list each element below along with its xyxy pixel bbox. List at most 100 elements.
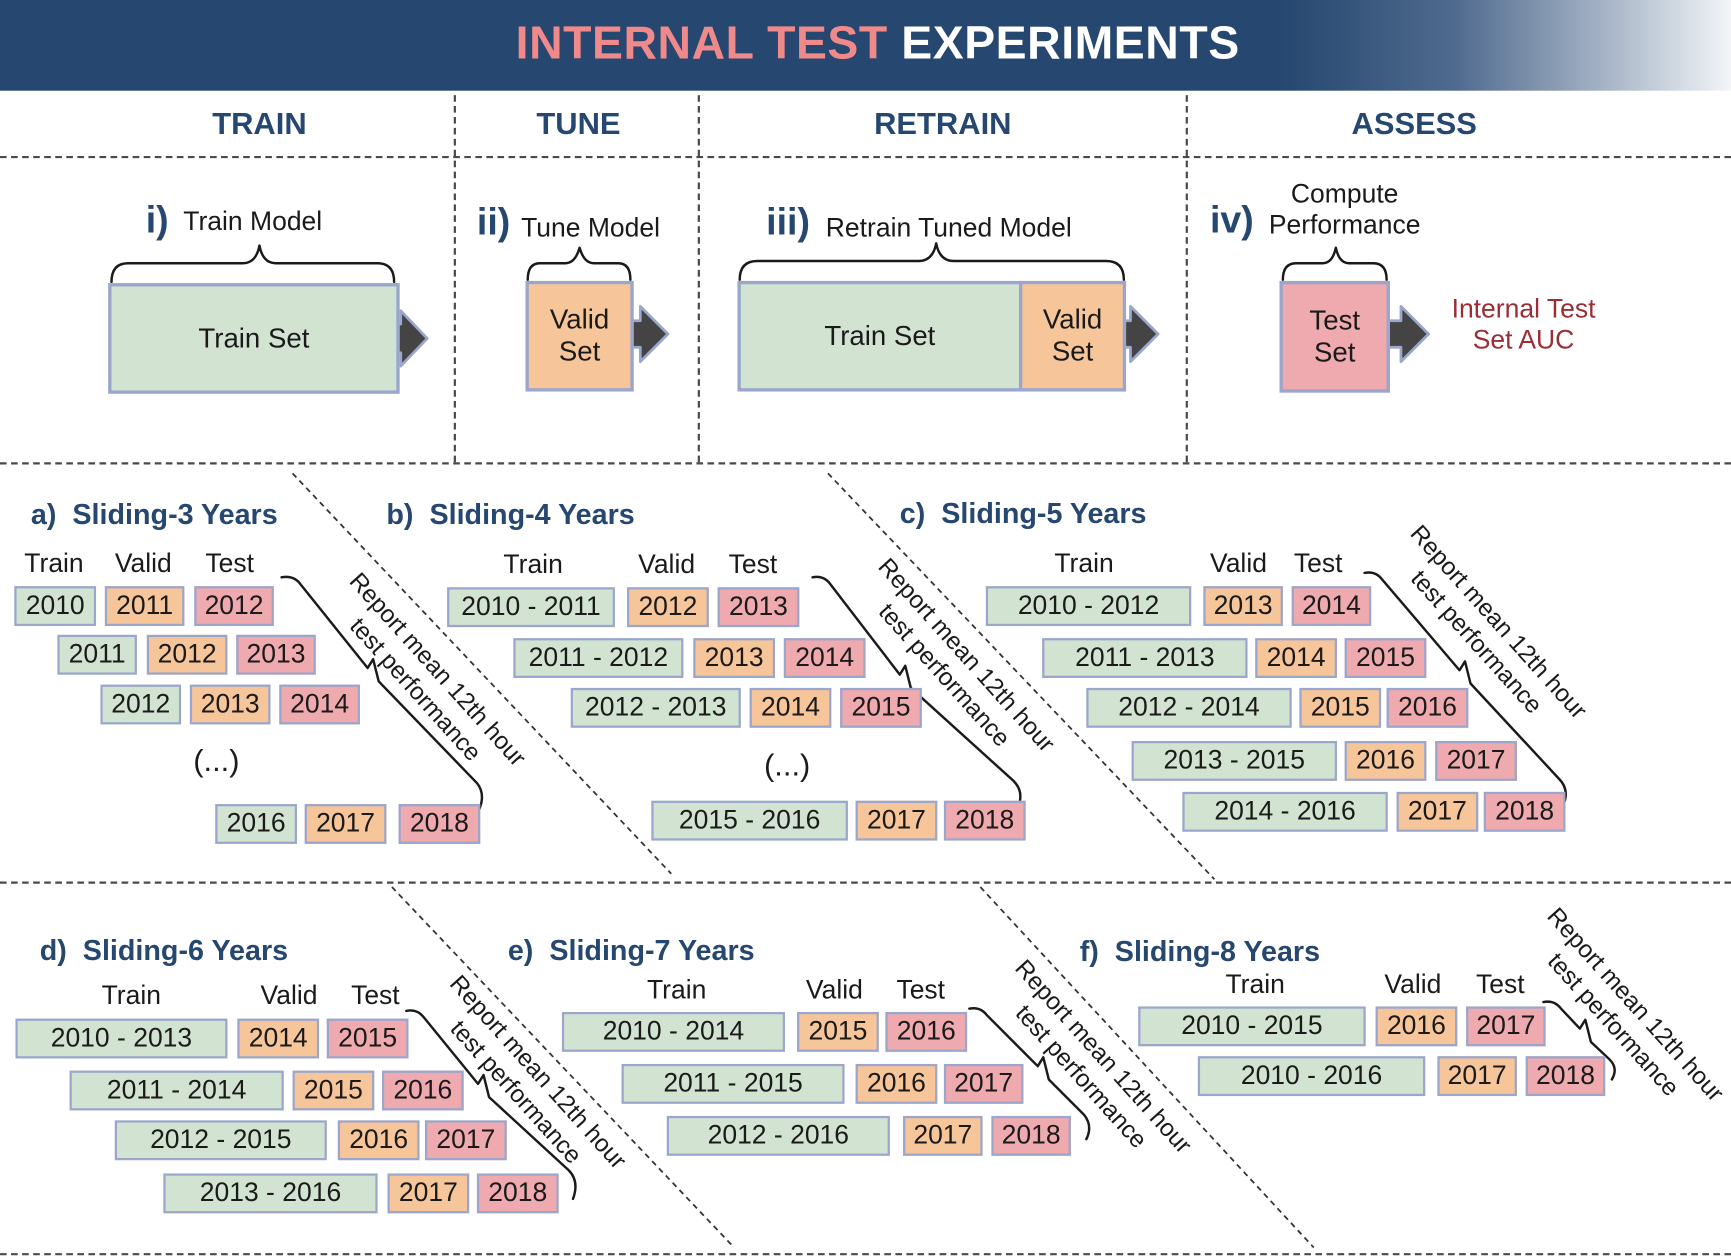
experiment-letter-b: b) — [386, 497, 414, 531]
title-rest: EXPERIMENTS — [901, 16, 1240, 69]
report-brace-a — [280, 575, 484, 811]
col-header-valid: Valid — [1209, 548, 1267, 579]
ellipsis-b: (...) — [763, 747, 811, 782]
box-train-set: Train Set — [108, 283, 400, 394]
divider-ef — [979, 886, 1315, 1249]
step-label-compute-performance: Compute Performance — [1268, 179, 1421, 241]
divider-bc — [827, 472, 1216, 880]
col-header-test: Test — [351, 981, 400, 1011]
col-header-valid: Valid — [260, 981, 318, 1011]
cell-test: 2013 — [236, 634, 316, 675]
separator-tune-retrain — [697, 95, 700, 463]
cell-valid: 2017 — [1437, 1056, 1517, 1097]
cell-train: 2010 - 2011 — [447, 587, 615, 628]
cell-train: 2010 - 2015 — [1138, 1006, 1366, 1047]
cell-valid: 2013 — [189, 684, 271, 725]
cell-valid: 2016 — [855, 1063, 938, 1104]
cell-test: 2015 — [1344, 638, 1427, 678]
cell-valid: 2017 — [1396, 791, 1479, 832]
separator-retrain-assess — [1185, 95, 1188, 463]
cell-train: 2014 - 2016 — [1182, 791, 1388, 832]
separator-workflow — [0, 462, 1731, 465]
experiment-name-e: Sliding-7 Years — [549, 933, 755, 967]
cell-test: 2018 — [943, 800, 1026, 841]
cell-valid: 2012 — [146, 634, 228, 675]
cell-test: 2018 — [991, 1115, 1071, 1156]
cell-train: 2011 - 2012 — [513, 638, 684, 678]
cell-valid: 2014 — [749, 687, 832, 728]
cell-test: 2012 — [194, 586, 274, 626]
title-highlight: INTERNAL TEST — [515, 16, 888, 69]
cell-train: 2012 — [100, 684, 182, 725]
experiment-name-f: Sliding-8 Years — [1114, 934, 1321, 968]
cell-test: 2015 — [326, 1018, 409, 1059]
cell-test: 2013 — [717, 587, 800, 628]
cell-train: 2013 - 2015 — [1131, 741, 1337, 781]
divider-ab — [291, 472, 672, 875]
cell-test: 2018 — [398, 804, 481, 844]
cell-valid: 2016 — [337, 1120, 420, 1161]
experiment-name-a: Sliding-3 Years — [72, 497, 278, 531]
cell-test: 2016 — [1386, 687, 1469, 728]
phase-assess: ASSESS — [1351, 106, 1477, 141]
cell-train: 2013 - 2016 — [163, 1173, 378, 1214]
cell-test: 2017 — [1466, 1006, 1546, 1047]
title-banner — [0, 0, 1731, 91]
cell-train: 2010 — [14, 586, 97, 626]
col-header-train: Train — [24, 548, 84, 579]
step-number-iv: iv) — [1209, 199, 1254, 242]
step-label-tune-model: Tune Model — [521, 213, 661, 244]
cell-valid: 2016 — [1344, 741, 1427, 781]
col-header-test: Test — [728, 549, 778, 580]
cell-train: 2012 - 2013 — [570, 687, 741, 728]
box-test-set: Test Set — [1279, 280, 1390, 393]
cell-test: 2014 — [1291, 586, 1372, 626]
cell-train: 2012 - 2016 — [666, 1115, 890, 1156]
experiment-title-b: b) Sliding-4 Years — [386, 498, 634, 532]
cell-test: 2018 — [1525, 1056, 1606, 1097]
step-number-iii: iii) — [766, 201, 810, 244]
experiment-letter-d: d) — [39, 933, 67, 967]
box-retrain-valid-set: Valid Set — [1018, 280, 1127, 392]
brace-train-model — [110, 244, 396, 284]
experiment-title-c: c) Sliding-5 Years — [900, 497, 1147, 531]
diagram-title: INTERNAL TEST EXPERIMENTS — [0, 0, 1731, 91]
experiment-letter-f: f) — [1079, 934, 1099, 968]
col-header-valid: Valid — [638, 549, 696, 580]
cell-test: 2016 — [381, 1070, 464, 1111]
cell-valid: 2014 — [237, 1018, 320, 1059]
cell-test: 2018 — [1483, 791, 1566, 832]
divider-de — [391, 886, 735, 1249]
cell-valid: 2015 — [1299, 687, 1382, 728]
experiment-letter-c: c) — [899, 496, 926, 530]
cell-train: 2011 - 2013 — [1042, 638, 1248, 678]
brace-retrain-model — [738, 242, 1126, 282]
separator-row-1 — [0, 881, 1731, 884]
step-number-ii: ii) — [476, 201, 511, 244]
box-retrain-train-set: Train Set — [737, 280, 1023, 392]
cell-test: 2016 — [885, 1011, 968, 1052]
step-label-retrain: Retrain Tuned Model — [825, 213, 1072, 244]
cell-valid: 2016 — [1375, 1006, 1458, 1047]
box-valid-set: Valid Set — [525, 280, 634, 392]
phase-tune: TUNE — [536, 106, 621, 141]
cell-valid: 2017 — [903, 1115, 983, 1156]
col-header-train: Train — [1225, 969, 1285, 1000]
cell-valid: 2015 — [292, 1070, 375, 1111]
experiment-letter-a: a) — [30, 497, 57, 531]
cell-train: 2010 - 2012 — [985, 586, 1192, 626]
cell-valid: 2014 — [1255, 638, 1337, 678]
separator-train-tune — [453, 95, 456, 463]
cell-test: 2017 — [943, 1063, 1024, 1104]
col-header-train: Train — [101, 981, 161, 1011]
experiment-letter-e: e) — [507, 933, 534, 967]
report-brace-f — [1542, 1000, 1616, 1081]
cell-valid: 2012 — [627, 587, 709, 628]
cell-valid: 2015 — [797, 1011, 879, 1052]
experiment-title-f: f) Sliding-8 Years — [1080, 935, 1320, 969]
phase-retrain: RETRAIN — [874, 106, 1012, 141]
internal-test-auc-label: Internal Test Set AUC — [1451, 294, 1596, 356]
cell-valid: 2013 — [1203, 586, 1283, 626]
